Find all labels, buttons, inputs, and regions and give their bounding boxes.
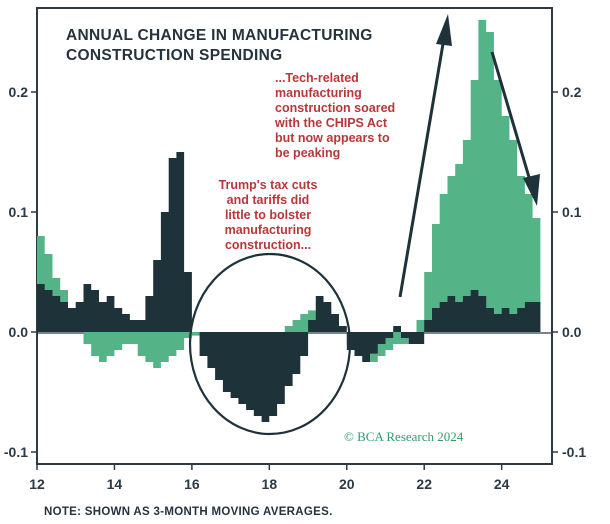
annotation-line: construction...: [225, 238, 311, 252]
chart-title-line-2: CONSTRUCTION SPENDING: [66, 47, 282, 64]
area-tech-related: [37, 20, 541, 374]
x-tick-label: 24: [494, 476, 510, 492]
x-axis: 12 14 16 18 20 22 24: [29, 464, 510, 492]
annotation-line: construction soared: [275, 101, 395, 115]
x-tick-label: 16: [184, 476, 200, 492]
y-axis-right: 0.2 0.1 0.0 -0.1: [552, 84, 586, 460]
annotation-line: little to bolster: [225, 208, 311, 222]
trump-era-circle: [188, 252, 352, 436]
annotation-chips-act: ...Tech-relatedmanufacturingconstruction…: [274, 71, 395, 160]
y-tick-label-right: 0.2: [562, 84, 582, 100]
x-tick-label: 18: [262, 476, 278, 492]
arrow-down: [490, 51, 540, 206]
y-tick-label-left: 0.0: [9, 324, 29, 340]
footnote: NOTE: SHOWN AS 3-MONTH MOVING AVERAGES.: [44, 506, 333, 518]
tech-related-series: [37, 20, 541, 374]
annotation-line: but now appears to: [275, 131, 390, 145]
y-tick-label-left: -0.1: [4, 444, 28, 460]
y-axis-left: 0.2 0.1 0.0 -0.1: [4, 84, 37, 460]
annotation-line: be peaking: [275, 146, 340, 160]
credit-text: © BCA Research 2024: [344, 429, 464, 444]
x-tick-label: 14: [107, 476, 123, 492]
other-manufacturing-series: [37, 152, 541, 422]
y-tick-label-right: 0.1: [562, 204, 582, 220]
annotation-line: with the CHIPS Act: [274, 116, 388, 130]
y-tick-label-right: -0.1: [562, 444, 586, 460]
x-tick-label: 12: [29, 476, 45, 492]
x-tick-label: 22: [416, 476, 432, 492]
annotation-line: ...Tech-related: [275, 71, 359, 85]
annotation-line: manufacturing: [225, 223, 312, 237]
area-other-manufacturing: [37, 152, 541, 422]
y-tick-label-right: 0.0: [562, 324, 582, 340]
arrow-up: [398, 14, 452, 298]
y-tick-label-left: 0.2: [9, 84, 29, 100]
annotation-line: and tariffs did: [227, 193, 310, 207]
y-tick-label-left: 0.1: [9, 204, 29, 220]
chart-title-line-1: ANNUAL CHANGE IN MANUFACTURING: [66, 27, 373, 44]
annotation-line: manufacturing: [275, 86, 362, 100]
x-tick-label: 20: [339, 476, 355, 492]
annotation-line: Trump's tax cuts: [219, 178, 318, 192]
